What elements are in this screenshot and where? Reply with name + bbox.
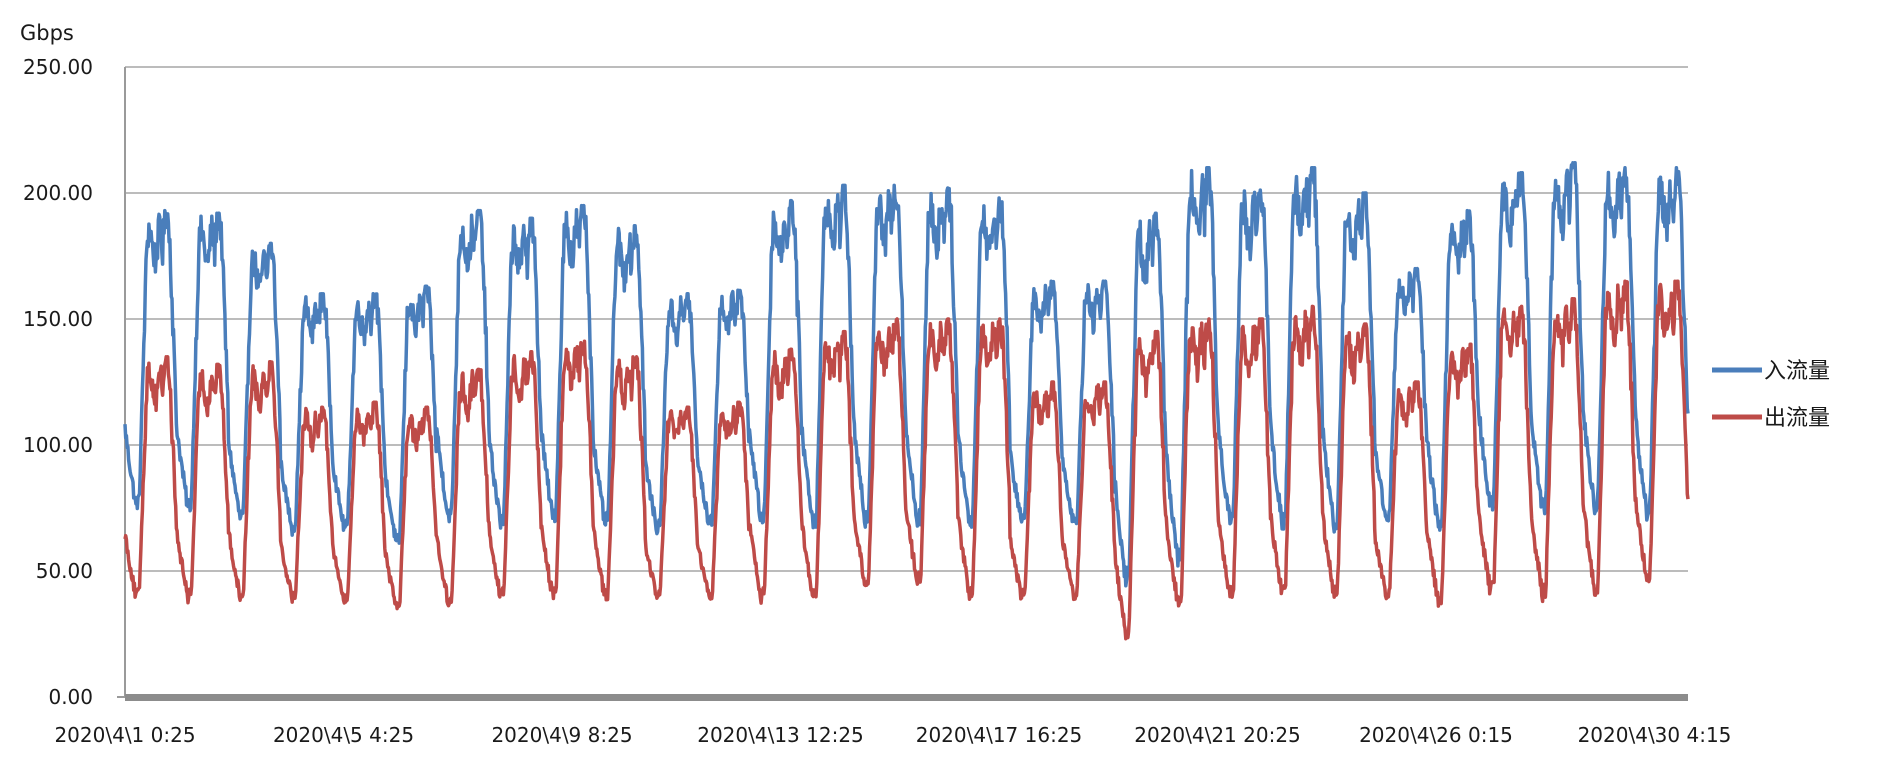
y-tick-label: 150.00 — [23, 307, 93, 331]
y-tick-label: 50.00 — [36, 559, 93, 583]
x-tick-label: 2020\4\9 8:25 — [491, 723, 632, 747]
x-tick-label: 2020\4\13 12:25 — [697, 723, 864, 747]
y-tick-label: 0.00 — [48, 685, 93, 709]
y-tick-label: 200.00 — [23, 181, 93, 205]
legend-label: 出流量 — [1764, 406, 1830, 431]
y-tick-label: 100.00 — [23, 433, 93, 457]
axes — [117, 67, 1688, 701]
x-tick-label: 2020\4\26 0:15 — [1359, 723, 1513, 747]
axis-labels: Gbps 0.00 50.00 100.00 150.00 200.00 250.00 20… — [20, 21, 1731, 747]
x-tick-label: 2020\4\17 16:25 — [916, 723, 1083, 747]
x-axis-line — [125, 694, 1688, 701]
series-lines — [123, 161, 1690, 641]
legend-label: 入流量 — [1764, 359, 1830, 384]
series-line-inbound — [123, 161, 1690, 588]
x-tick-label: 2020\4\21 20:25 — [1134, 723, 1301, 747]
x-tick-label: 2020\4\30 4:15 — [1578, 723, 1732, 747]
y-tick-label: 250.00 — [23, 55, 93, 79]
x-tick-label: 2020\4\5 4:25 — [273, 723, 414, 747]
y-axis-unit-label: Gbps — [20, 21, 74, 45]
series-line-outbound — [123, 279, 1690, 641]
x-tick-label: 2020\4\1 0:25 — [54, 723, 195, 747]
